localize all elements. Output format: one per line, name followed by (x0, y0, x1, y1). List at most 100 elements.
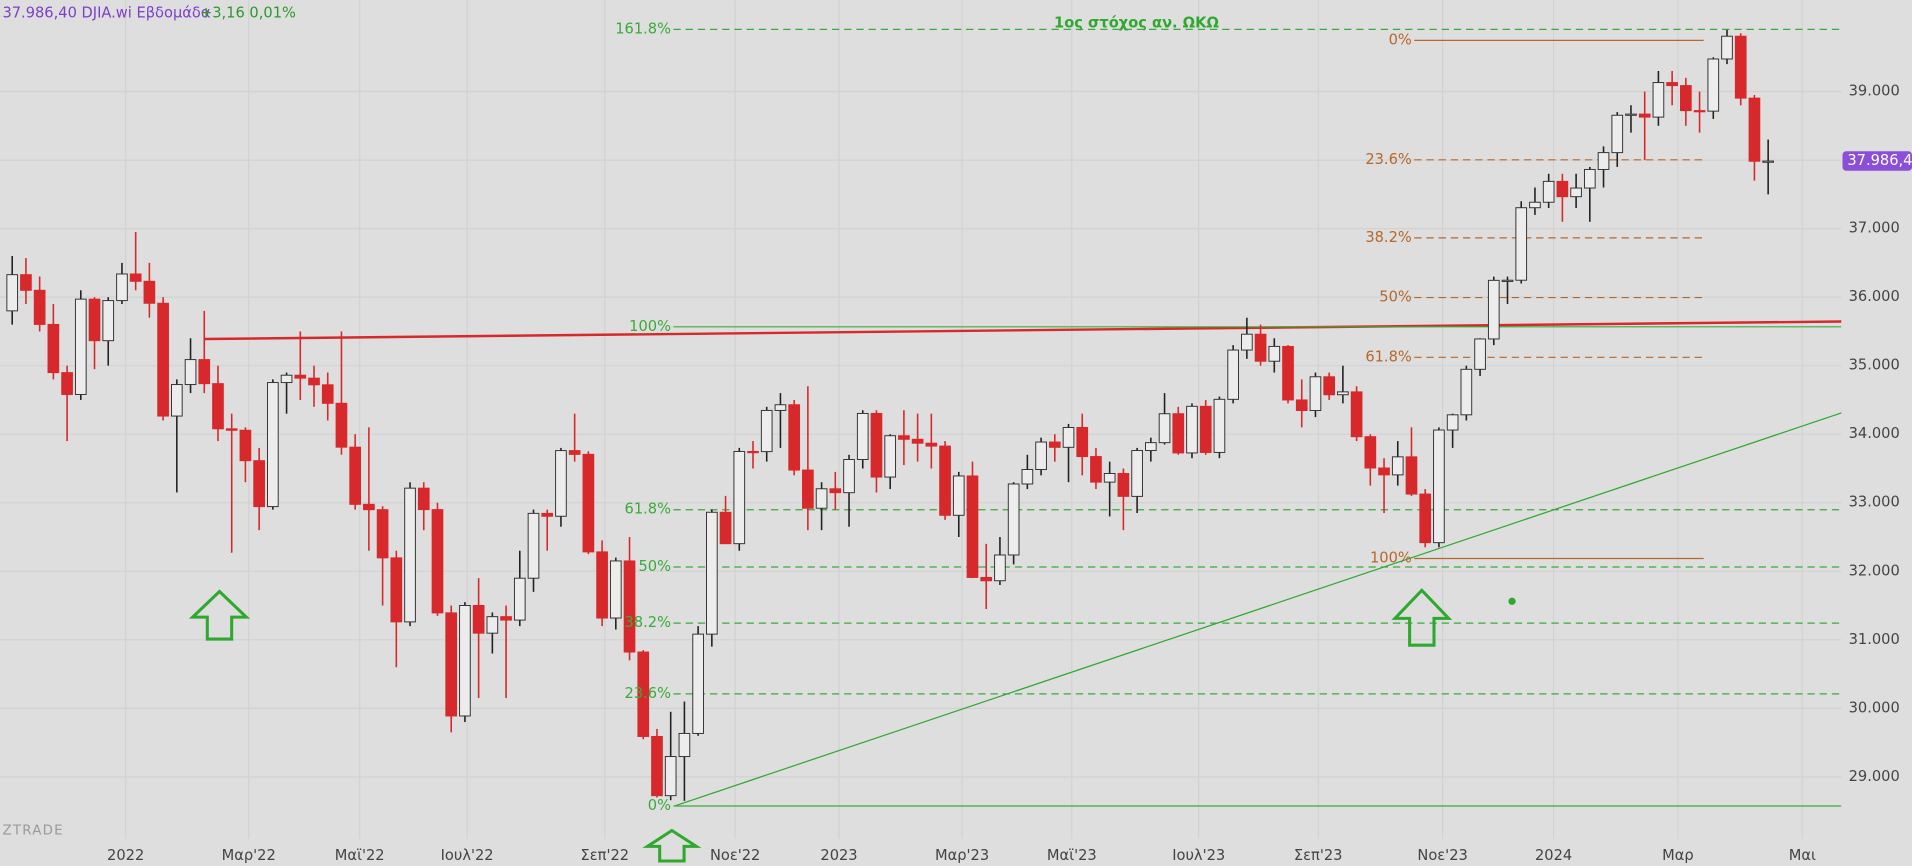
candle-body (637, 651, 650, 737)
x-tick-label: Ιουλ'23 (1172, 847, 1225, 864)
candle-body (6, 274, 19, 312)
candle-body (1295, 399, 1308, 411)
candle-body (349, 446, 362, 505)
y-tick-label: 37.000 (1849, 220, 1900, 237)
candle-body (1707, 58, 1720, 112)
candle-body (500, 616, 512, 621)
fib-label: 0% (648, 797, 671, 814)
candle-body (1158, 413, 1171, 444)
candle-body (308, 377, 320, 386)
candle-body (706, 511, 718, 635)
candle-body (404, 487, 416, 623)
candle-body (733, 451, 746, 545)
header-change: +3,16 0,01% (200, 5, 296, 22)
arrows (188, 588, 1453, 863)
y-tick-label: 31.000 (1849, 631, 1900, 648)
candle-body (760, 409, 773, 453)
candle-body (1570, 187, 1582, 198)
x-tick-label: 2023 (820, 847, 857, 864)
candle-body (1501, 279, 1514, 282)
y-tick-label: 39.000 (1849, 83, 1900, 100)
candle-body (870, 412, 883, 478)
candle-body (1350, 391, 1363, 438)
up-arrow (1391, 588, 1453, 647)
candle-body (719, 511, 732, 545)
candle-body (1666, 82, 1678, 87)
candle-body (1021, 469, 1034, 485)
candle-body (143, 280, 156, 304)
x-tick-label: Σεπ'23 (1294, 847, 1343, 864)
y-tick-label: 33.000 (1849, 494, 1900, 511)
candle-body (651, 735, 663, 797)
candle-body (102, 300, 115, 342)
candle-body (390, 557, 403, 623)
fib-label: 50% (638, 558, 671, 575)
candle-body (939, 445, 951, 516)
candle-body (980, 576, 993, 582)
candle-body (623, 560, 636, 653)
candle-body (1199, 405, 1212, 453)
candle-body (1076, 427, 1089, 458)
candle-body (267, 382, 279, 508)
candle-body (898, 435, 910, 440)
candle-body (1638, 113, 1651, 118)
candle-body (994, 554, 1006, 582)
candle-body (1748, 97, 1761, 162)
candle-body (47, 323, 60, 374)
candle-body (376, 509, 389, 559)
trendline (674, 412, 1842, 807)
candle-body (1213, 398, 1226, 453)
price-tag-label: 37.986,40 (1847, 152, 1912, 169)
up-arrow (188, 589, 251, 641)
fib-label: 23.6% (1365, 151, 1412, 168)
candle-body (321, 384, 334, 404)
candle-body (843, 459, 855, 494)
candle-body (1474, 338, 1486, 370)
candle-body (1241, 333, 1253, 351)
labels: 29.000 30.000 31.000 32.000 33.000 34.000 35.0… (107, 20, 1912, 864)
candle-body (1309, 376, 1322, 411)
candle-body (788, 404, 800, 471)
candle-body (664, 756, 677, 797)
y-tick-label: 34.000 (1849, 425, 1900, 442)
candle-body (609, 560, 622, 619)
fib-label: 100% (629, 318, 671, 335)
candle-body (1734, 35, 1747, 99)
candle-body (527, 512, 540, 579)
up-arrow (642, 828, 702, 863)
x-tick-label: Μαρ'22 (222, 847, 276, 864)
marker-dot (1508, 597, 1516, 605)
y-tick-label: 32.000 (1849, 562, 1900, 579)
candle-body (88, 298, 101, 342)
candle-body (802, 469, 814, 509)
x-tick-label: Νοε'23 (1417, 847, 1467, 864)
candle-body (157, 302, 169, 417)
candle-body (198, 359, 211, 385)
candle-body (472, 605, 485, 634)
fib-label: 38.2% (625, 614, 672, 631)
candle-body (1048, 441, 1061, 448)
candle-body (1680, 85, 1692, 112)
candle-body (1652, 82, 1665, 118)
x-tick-label: 2022 (107, 847, 144, 864)
fib-label: 38.2% (1365, 229, 1412, 246)
candle-body (678, 732, 691, 758)
candle-body (363, 503, 375, 511)
x-tick-label: Μαρ'23 (935, 847, 989, 864)
candle-body (1062, 427, 1075, 448)
candle-body (1529, 201, 1541, 209)
candles (6, 29, 1774, 801)
price-tag (1842, 151, 1912, 171)
candle-body (815, 488, 828, 509)
candle-body (1583, 168, 1596, 189)
candle-body (1378, 467, 1390, 476)
candle-body (253, 460, 265, 508)
candle-body (747, 451, 759, 454)
y-tick-label: 35.000 (1849, 357, 1900, 374)
header: 37.986,40 DJIA.wi Εβδομάδα (2, 5, 210, 22)
candle-body (1227, 349, 1239, 400)
candle-body (335, 402, 348, 448)
candle-body (1035, 441, 1047, 471)
candle-body (1597, 152, 1610, 170)
